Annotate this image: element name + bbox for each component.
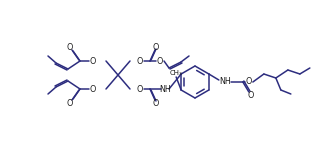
- Text: O: O: [153, 98, 159, 107]
- Text: NH: NH: [219, 78, 231, 86]
- Text: O: O: [137, 85, 143, 93]
- Text: O: O: [67, 43, 73, 52]
- Text: NH: NH: [159, 85, 171, 93]
- Text: O: O: [157, 57, 163, 66]
- Text: O: O: [67, 98, 73, 107]
- Text: O: O: [153, 43, 159, 52]
- Text: CH₃: CH₃: [170, 70, 182, 76]
- Text: O: O: [90, 57, 96, 66]
- Text: O: O: [137, 57, 143, 66]
- Text: O: O: [246, 78, 252, 86]
- Text: O: O: [90, 85, 96, 93]
- Text: O: O: [248, 90, 254, 100]
